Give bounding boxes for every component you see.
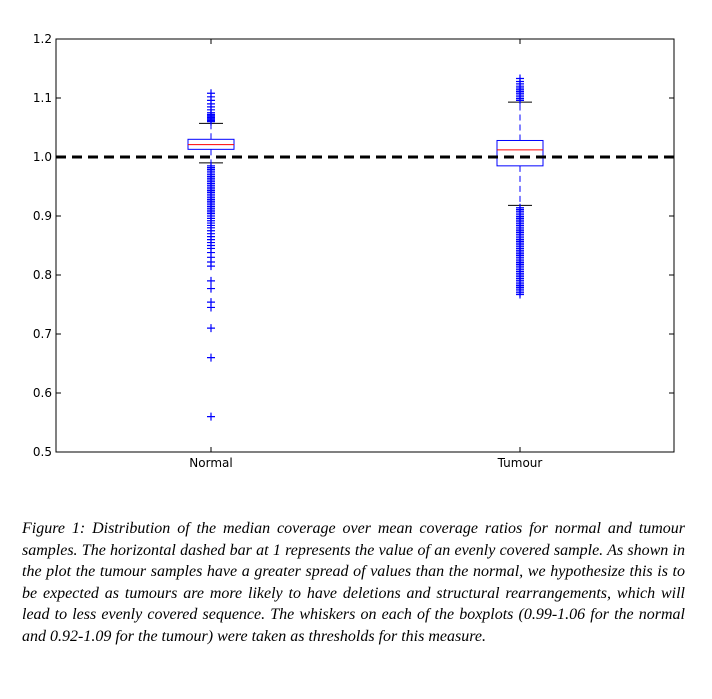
figure: 0.5 0.6 0.7 0.8 0.9 1.0 1.1 1.2 Normal Tumour xyxy=(33,32,675,470)
y-tick-label: 0.9 xyxy=(33,209,52,223)
flier-point xyxy=(207,412,215,421)
flier-point xyxy=(207,262,215,271)
flier-point xyxy=(516,74,524,83)
y-tick-label: 1.1 xyxy=(33,91,52,105)
y-tick-label: 1.2 xyxy=(33,32,52,46)
y-tick-label: 1.0 xyxy=(33,150,52,164)
figure-caption: Figure 1: Distribution of the median cov… xyxy=(22,520,685,645)
y-tick-label: 0.5 xyxy=(33,445,52,459)
y-tick-label: 0.8 xyxy=(33,268,52,282)
flier-point xyxy=(207,276,215,285)
y-tick-label: 0.7 xyxy=(33,327,52,341)
flier-point xyxy=(207,324,215,333)
flier-point xyxy=(207,303,215,312)
flier-point xyxy=(207,89,215,98)
box xyxy=(496,139,544,167)
flier-point xyxy=(207,284,215,293)
x-tick-label: Normal xyxy=(189,456,232,470)
flier-point xyxy=(207,353,215,362)
flier-point xyxy=(516,290,524,299)
boxplot-chart: 0.5 0.6 0.7 0.8 0.9 1.0 1.1 1.2 Normal Tumour xyxy=(33,32,675,470)
plot-frame xyxy=(55,38,675,453)
x-tick-label: Tumour xyxy=(497,456,543,470)
y-tick-label: 0.6 xyxy=(33,386,52,400)
